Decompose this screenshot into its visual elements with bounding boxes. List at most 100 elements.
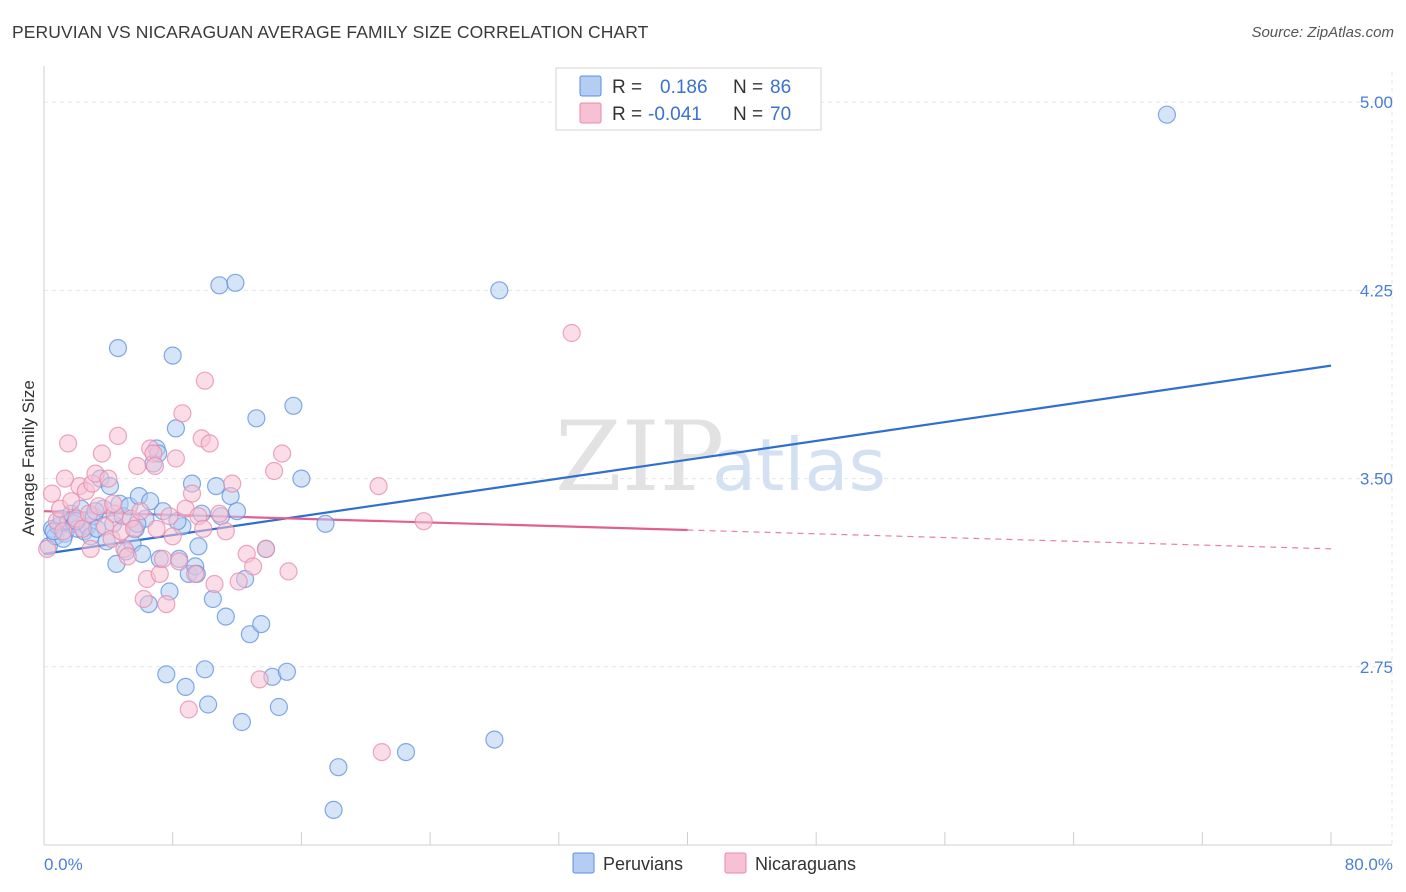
watermark-atlas: atlas [712,423,886,507]
peruvian-point-51 [203,589,222,609]
y-tick-label-2: 4.25 [1360,281,1393,300]
peruvian-point-76 [226,273,245,292]
peruvian-point-39 [163,346,182,365]
nicaraguan-point-56 [250,670,269,689]
correlation-legend: R = 0.186 N = 86 R = -0.041 N = 70 [555,67,822,131]
legend-r-value-nicaraguans: -0.041 [648,104,702,125]
y-tick-label-0: 2.75 [1360,658,1393,677]
y-tick-label-1: 3.50 [1360,470,1393,489]
peruvian-trend-line [43,364,1332,555]
nicaraguan-point-6 [62,492,81,511]
nicaraguan-point-67 [104,494,123,513]
nicaraguan-point-66 [81,539,100,559]
source-note: Source: ZipAtlas.com [1251,24,1394,41]
y-axis-title: Average Family Size [19,380,38,536]
legend-r-label-peruvians: R = [612,77,642,98]
bottom-legend-swatch-peruvians [572,852,595,874]
legend-r-label-nicaraguans: R = [612,104,642,125]
peruvian-point-64 [277,662,296,681]
peruvian-point-63 [269,697,288,717]
data-points [38,105,1177,820]
bottom-legend-swatch-nicaraguans [724,852,747,874]
peruvian-point-54 [216,607,235,626]
nicaraguan-point-68 [145,456,165,476]
peruvian-point-67 [316,514,335,533]
nicaraguan-point-34 [153,549,173,569]
y-tick-labels: 2.75 3.50 4.25 5.00 [1360,93,1393,677]
nicaraguan-point-15 [92,444,112,463]
nicaraguan-point-58 [265,461,284,481]
nicaraguan-point-39 [170,552,189,571]
peruvian-point-73 [1157,105,1177,124]
x-tick-labels: 0.0% 80.0% [44,855,1393,874]
trend-lines [43,364,1332,555]
nicaraguan-point-32 [147,519,166,538]
peruvian-point-43 [176,677,195,697]
nicaraguan-point-27 [131,502,150,521]
nicaraguan-point-5 [58,434,78,453]
nicaraguan-point-44 [186,564,205,584]
nicaraguan-point-59 [273,444,292,463]
legend-n-label-peruvians: N = [733,77,763,98]
grid-lines [44,72,1393,845]
nicaraguan-point-9 [73,519,92,538]
nicaraguan-point-63 [414,512,433,531]
nicaraguan-point-51 [216,522,235,541]
nicaraguan-point-60 [279,562,298,581]
y-tick-label-3: 5.00 [1360,93,1393,112]
nicaraguan-point-38 [166,449,185,468]
peruvian-point-75 [210,276,229,295]
nicaraguan-point-48 [200,434,219,453]
nicaraguan-point-23 [118,547,137,566]
nicaraguan-point-20 [108,426,128,445]
peruvian-point-65 [284,396,303,415]
nicaraguan-point-69 [194,519,213,538]
nicaraguan-point-62 [372,742,391,762]
nicaraguan-point-61 [369,477,388,496]
peruvian-point-56 [227,502,247,521]
nicaraguan-point-26 [128,456,147,476]
nicaraguan-point-47 [195,371,214,390]
chart-title: PERUVIAN VS NICARAGUAN AVERAGE FAMILY SI… [12,22,649,42]
peruvian-point-49 [195,660,214,679]
peruvian-point-66 [292,469,311,488]
peruvian-point-58 [240,625,259,644]
nicaraguan-point-42 [179,700,198,719]
nicaraguan-point-65 [55,469,75,488]
peruvian-point-60 [252,614,271,634]
peruvian-point-71 [485,730,504,749]
nicaraguan-point-52 [223,474,242,493]
nicaraguan-point-35 [157,594,176,614]
peruvian-point-40 [166,419,185,438]
peruvian-point-52 [207,477,226,496]
nicaraguan-point-0 [38,539,57,559]
watermark-zip: ZIP [555,401,724,513]
nicaraguan-point-53 [229,572,248,591]
legend-n-value-peruvians: 86 [770,77,791,98]
legend-n-value-nicaraguans: 70 [770,104,791,125]
nicaraguan-point-4 [54,522,73,541]
peruvian-point-37 [157,665,176,684]
nicaraguan-point-43 [182,484,202,503]
x-tick-label-1: 80.0% [1345,855,1393,874]
series-legend: Peruvians Nicaraguans [572,852,856,874]
nicaraguan-point-49 [205,574,224,594]
peruvian-point-70 [396,742,416,762]
nicaraguan-point-28 [134,589,153,609]
nicaraguan-trend-line-extension [687,529,1332,550]
axes [43,66,1392,846]
bottom-legend-label-peruvians: Peruvians [603,854,683,874]
watermark: ZIP atlas [555,401,886,513]
nicaraguan-point-1 [42,484,62,503]
peruvian-point-50 [199,695,218,714]
peruvian-point-32 [108,339,128,358]
nicaraguan-point-57 [256,539,276,559]
legend-swatch-nicaraguans [579,102,602,124]
peruvian-point-68 [324,800,343,820]
nicaraguan-point-17 [99,469,118,488]
nicaraguan-point-25 [125,519,144,538]
bottom-legend-label-nicaraguans: Nicaraguans [755,854,856,874]
peruvian-point-59 [247,409,266,428]
peruvian-point-69 [329,758,348,777]
